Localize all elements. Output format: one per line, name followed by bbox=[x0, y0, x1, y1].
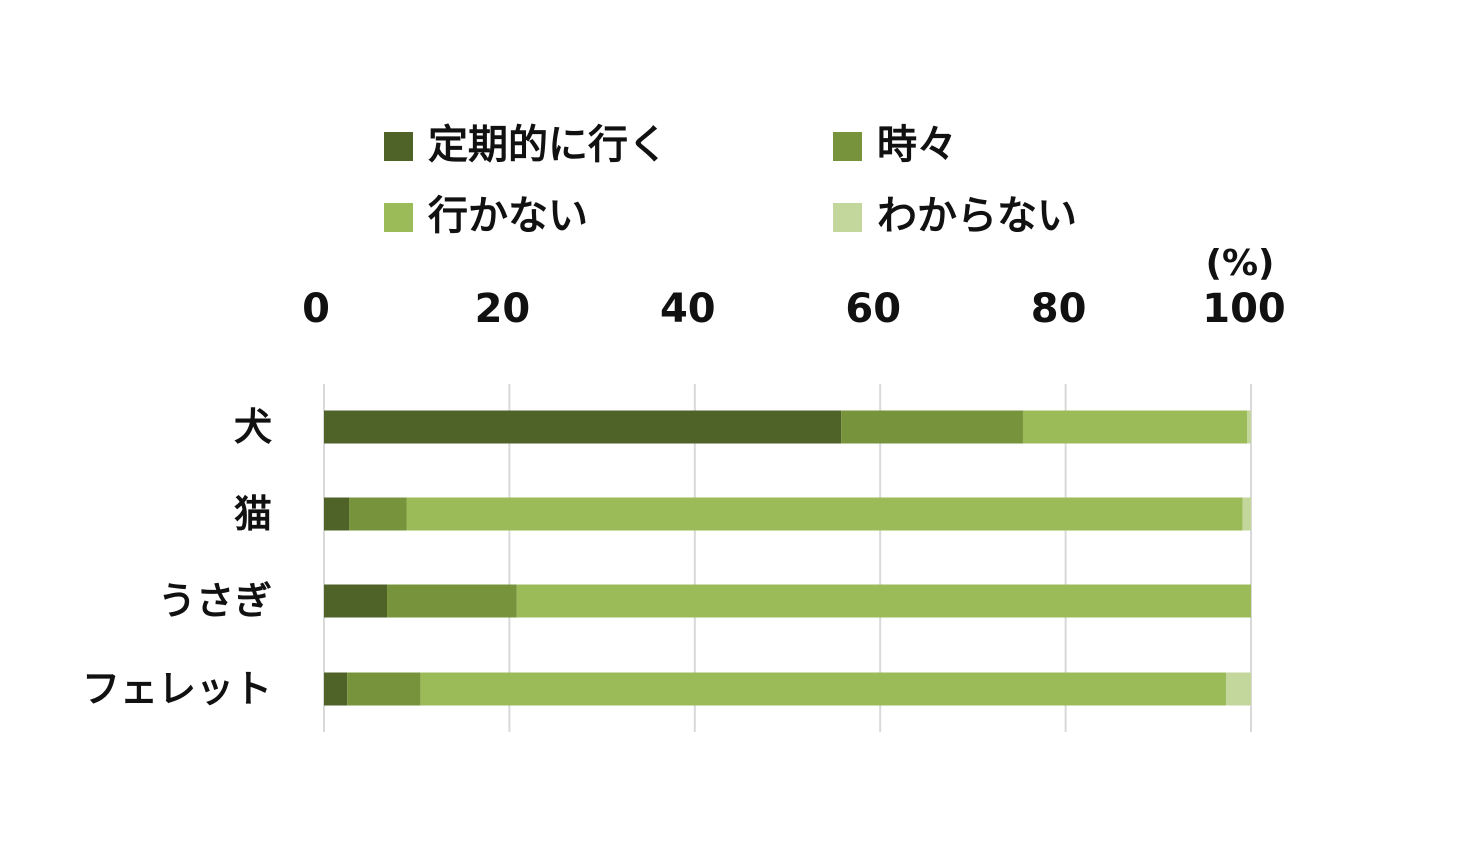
legend-swatch bbox=[833, 203, 862, 232]
legend-label: 時々 bbox=[877, 122, 957, 168]
bar-segment bbox=[1225, 672, 1251, 706]
x-axis-ticks: 0 20 40 60 80 100 bbox=[302, 286, 1286, 332]
bar-segment bbox=[324, 410, 842, 444]
category-label: 犬 bbox=[234, 405, 272, 449]
bar-segment bbox=[324, 584, 388, 618]
category-label: フェレット bbox=[82, 667, 272, 711]
legend-swatch bbox=[384, 203, 413, 232]
unit-label: (%) bbox=[1206, 243, 1275, 284]
x-tick-label: 80 bbox=[1031, 286, 1087, 332]
bars bbox=[324, 410, 1251, 706]
bar-segment bbox=[406, 497, 1243, 531]
category-label: 猫 bbox=[234, 492, 272, 536]
x-tick-label: 40 bbox=[660, 286, 716, 332]
bar-segment bbox=[841, 410, 1023, 444]
legend-label: わからない bbox=[877, 193, 1077, 239]
legend-swatch bbox=[833, 132, 862, 161]
bar-segment bbox=[324, 497, 350, 531]
x-tick-label: 20 bbox=[475, 286, 531, 332]
bar-segment bbox=[324, 672, 348, 706]
legend-label: 行かない bbox=[428, 193, 588, 239]
bar-segment bbox=[387, 584, 517, 618]
bar-segment bbox=[516, 584, 1251, 618]
bar-segment bbox=[420, 672, 1226, 706]
x-tick-label: 60 bbox=[845, 286, 901, 332]
bar-segment bbox=[347, 672, 421, 706]
bar-segment bbox=[1242, 497, 1251, 531]
x-tick-label: 100 bbox=[1202, 286, 1286, 332]
x-tick-label: 0 bbox=[302, 286, 330, 332]
legend-label: 定期的に行く bbox=[428, 122, 668, 168]
bar-segment bbox=[1022, 410, 1248, 444]
legend-swatch bbox=[384, 132, 413, 161]
bar-segment bbox=[349, 497, 407, 531]
bar-segment bbox=[1247, 410, 1251, 444]
category-label: うさぎ bbox=[158, 579, 272, 623]
